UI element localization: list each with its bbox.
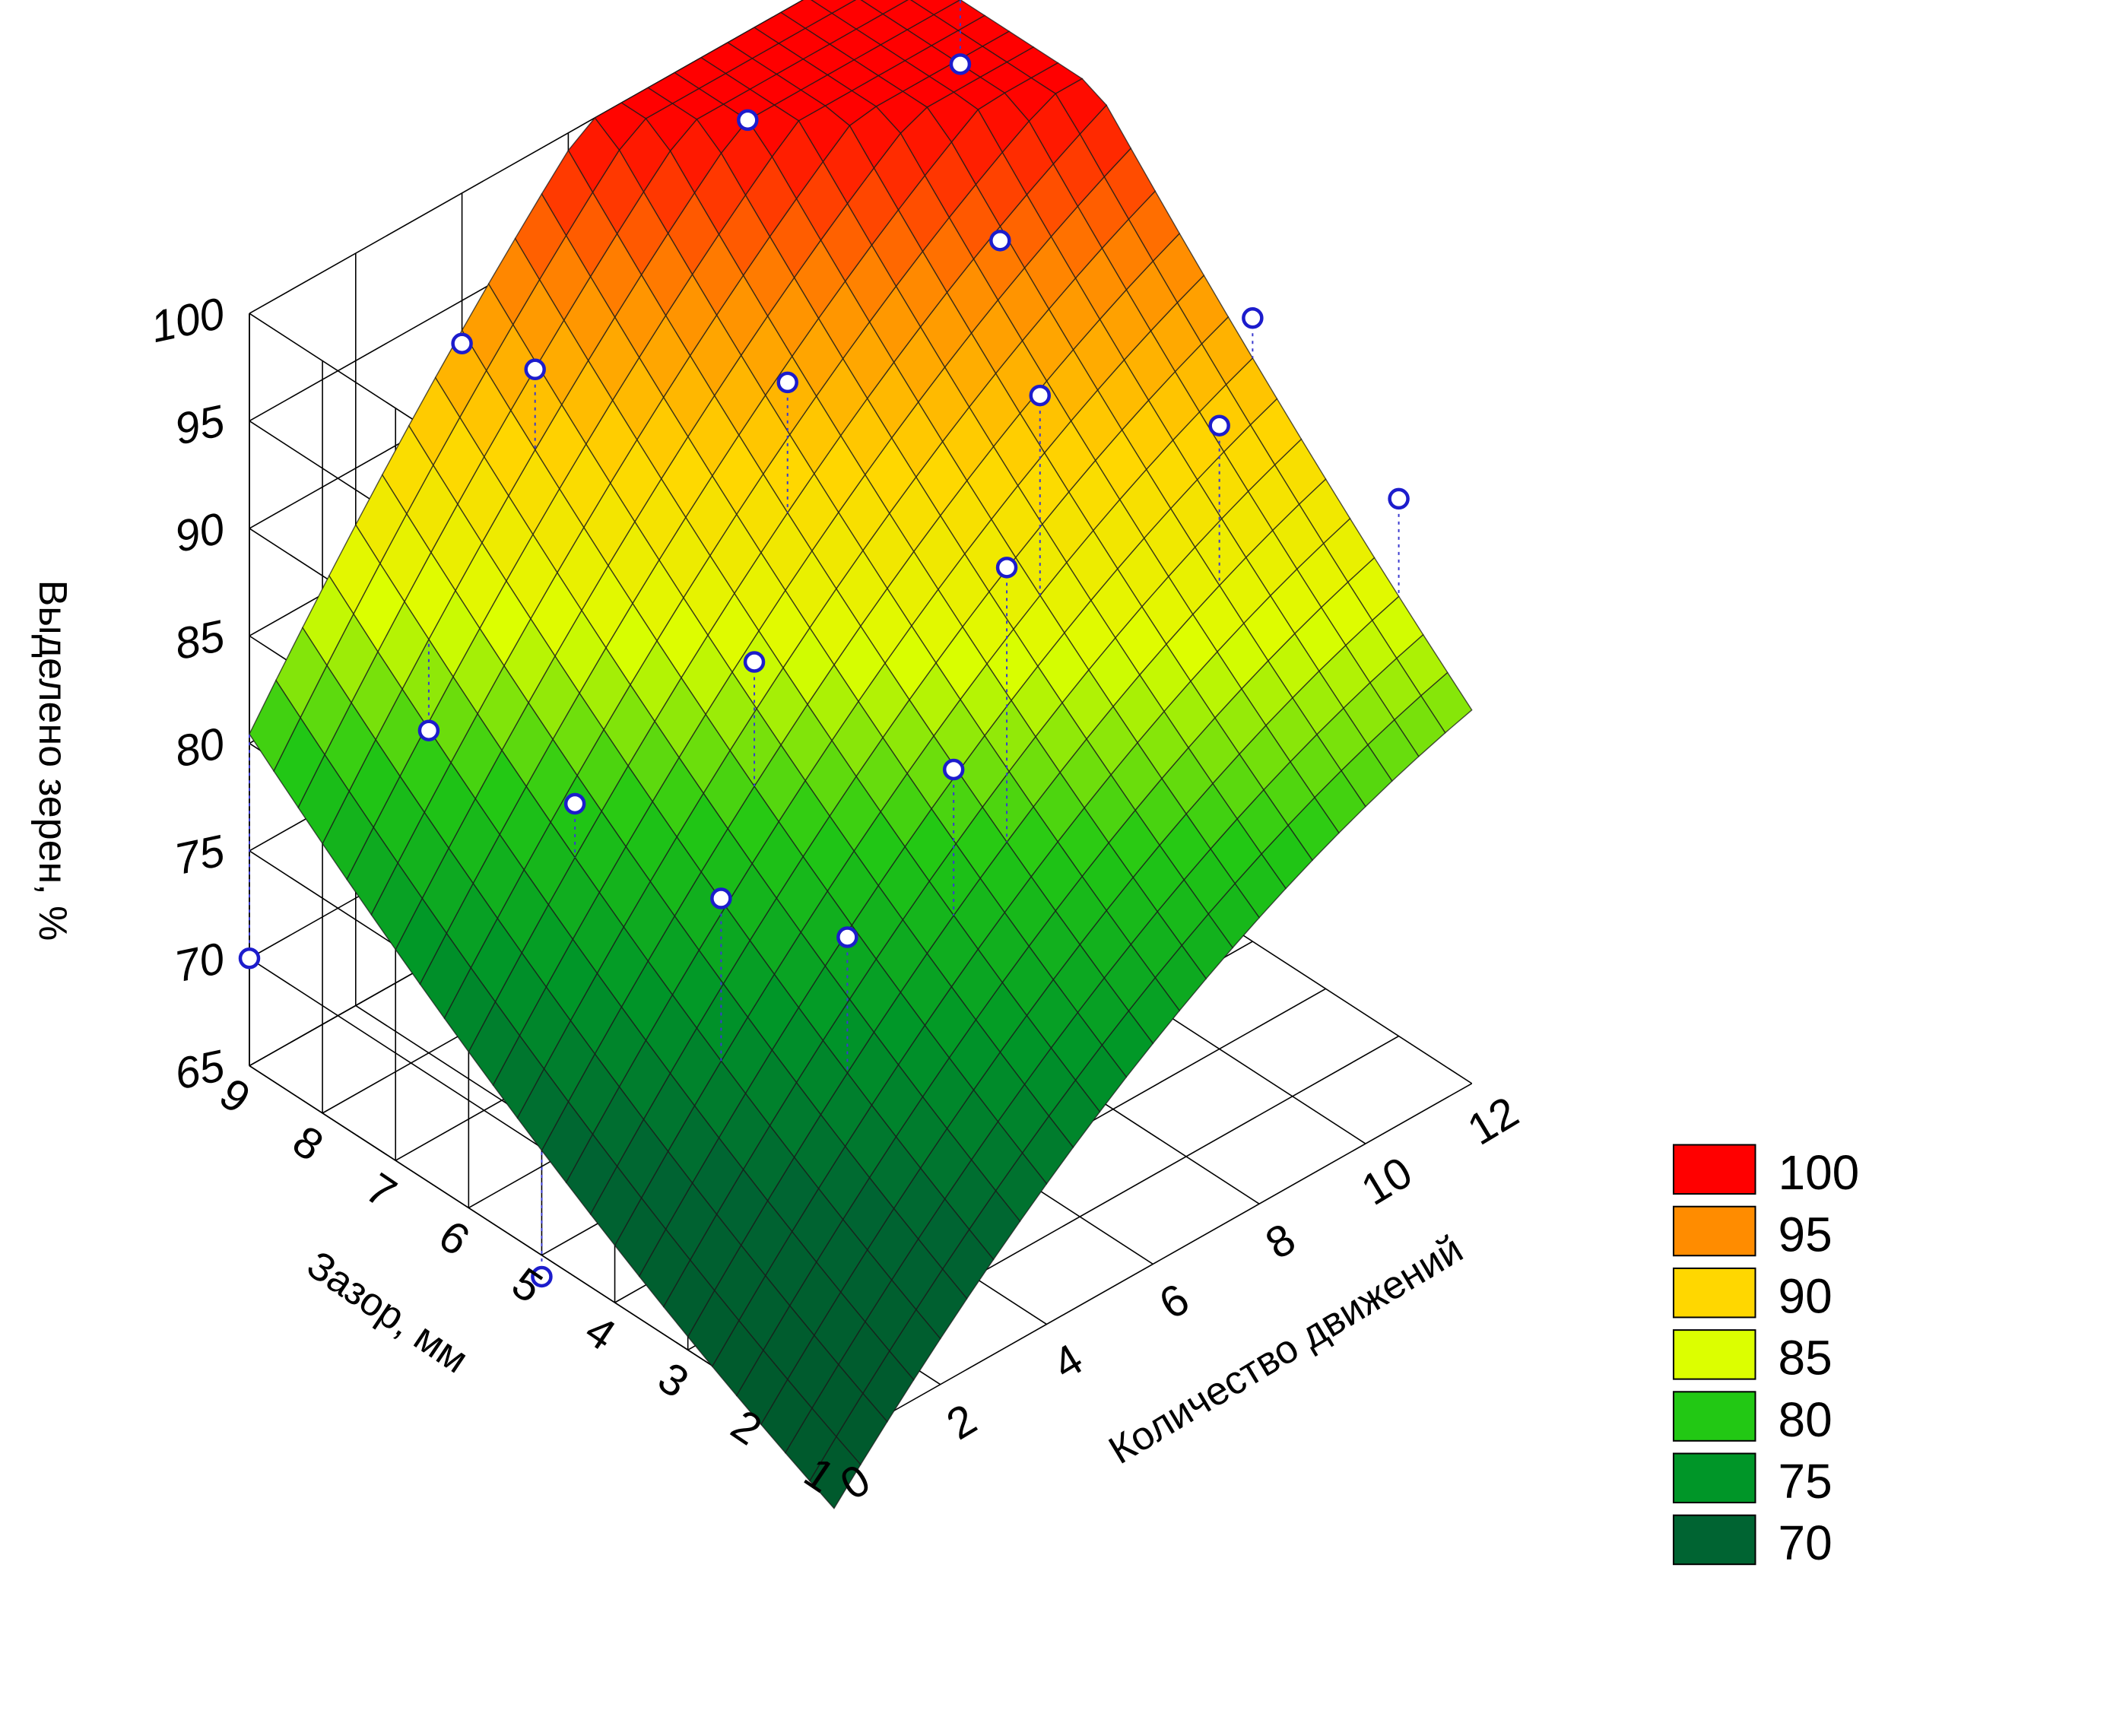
legend-label: 100: [1778, 1145, 1859, 1200]
legend-swatch: [1672, 1329, 1756, 1380]
surface-layer: [249, 0, 1473, 1509]
y-tick-label: 3: [649, 1353, 697, 1408]
data-point: [531, 1265, 553, 1288]
data-point: [710, 887, 732, 909]
data-point: [524, 358, 546, 381]
legend-swatch: [1672, 1205, 1756, 1257]
legend-swatch: [1672, 1144, 1756, 1195]
data-point: [989, 230, 1011, 252]
legend: 100 95 90 85 80 75 70: [1672, 1144, 1859, 1570]
data-point: [1029, 384, 1052, 407]
y-tick-label: 6: [430, 1211, 478, 1265]
y-tick-label: 4: [576, 1306, 624, 1360]
z-axis-label: Выделено зерен, %: [30, 580, 75, 941]
legend-label: 95: [1778, 1207, 1832, 1262]
legend-swatch: [1672, 1452, 1756, 1504]
data-point: [743, 651, 766, 673]
x-tick-label: 4: [1045, 1335, 1091, 1389]
data-point: [1208, 414, 1230, 436]
data-point: [836, 926, 858, 948]
z-tick-label: 90: [170, 503, 229, 562]
surface-cell: [249, 679, 301, 773]
y-tick-label: 7: [357, 1163, 405, 1218]
z-tick-label: 100: [147, 288, 229, 352]
data-point: [995, 557, 1018, 579]
data-point: [451, 332, 473, 355]
data-point: [1242, 307, 1264, 329]
legend-label: 90: [1778, 1268, 1832, 1323]
legend-label: 75: [1778, 1454, 1832, 1509]
x-tick-label: 2: [938, 1395, 985, 1449]
data-point: [417, 719, 440, 741]
z-tick-label: 75: [170, 826, 229, 884]
z-tick-label: 65: [170, 1041, 229, 1100]
x-tick-label: 10: [1353, 1147, 1420, 1215]
z-tick-label: 80: [170, 719, 229, 777]
legend-label: 80: [1778, 1392, 1832, 1447]
legend-label: 85: [1778, 1331, 1832, 1385]
data-point: [1388, 487, 1410, 510]
z-tick-label: 70: [170, 933, 229, 992]
legend-label: 70: [1778, 1515, 1832, 1570]
legend-swatch: [1672, 1514, 1756, 1566]
data-point: [776, 371, 798, 394]
floor-gridline: [833, 1083, 1473, 1446]
data-point: [563, 792, 586, 815]
data-point: [942, 758, 965, 781]
data-point: [238, 947, 261, 970]
legend-swatch: [1672, 1267, 1756, 1319]
y-tick-label: 8: [284, 1116, 332, 1171]
z-tick-label: 85: [170, 611, 229, 669]
x-tick-label: 12: [1459, 1087, 1527, 1155]
points-layer: [238, 0, 1410, 1288]
legend-swatch: [1672, 1391, 1756, 1442]
x-tick-label: 8: [1257, 1214, 1303, 1268]
data-point: [949, 53, 972, 75]
data-point: [737, 109, 759, 132]
x-tick-label: 6: [1151, 1274, 1198, 1328]
z-tick-label: 95: [170, 396, 229, 455]
